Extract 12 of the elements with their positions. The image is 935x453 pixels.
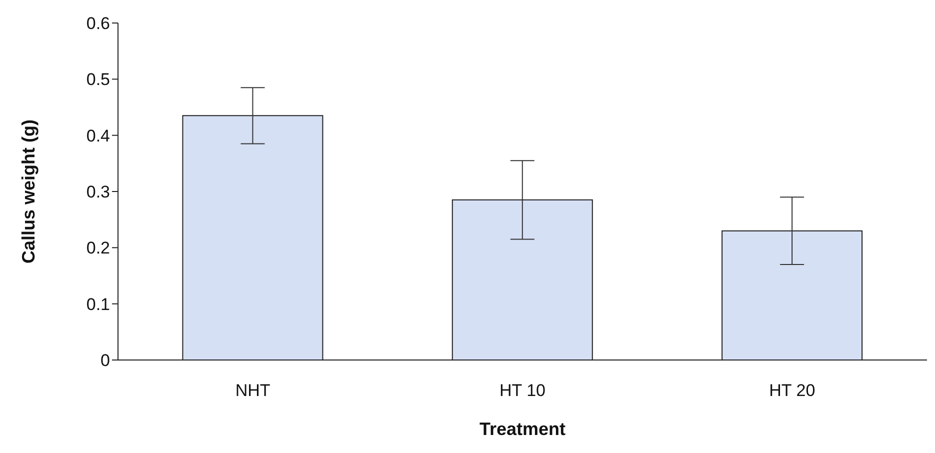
y-tick-label: 0.4 [86,126,110,146]
y-tick-label: 0 [100,351,110,370]
y-tick-label: 0.5 [86,70,110,90]
y-tick-label: 0.6 [86,14,110,34]
x-axis-title: Treatment [479,419,566,439]
y-tick-label: 0.3 [86,182,110,202]
x-tick-label: HT 10 [500,381,546,400]
x-tick-label: HT 20 [769,381,816,400]
x-tick-label: NHT [235,381,270,400]
y-tick-label: 0.1 [86,294,110,314]
y-axis-title: Callus weight (g) [18,119,38,264]
y-tick-label: 0.2 [86,238,110,258]
